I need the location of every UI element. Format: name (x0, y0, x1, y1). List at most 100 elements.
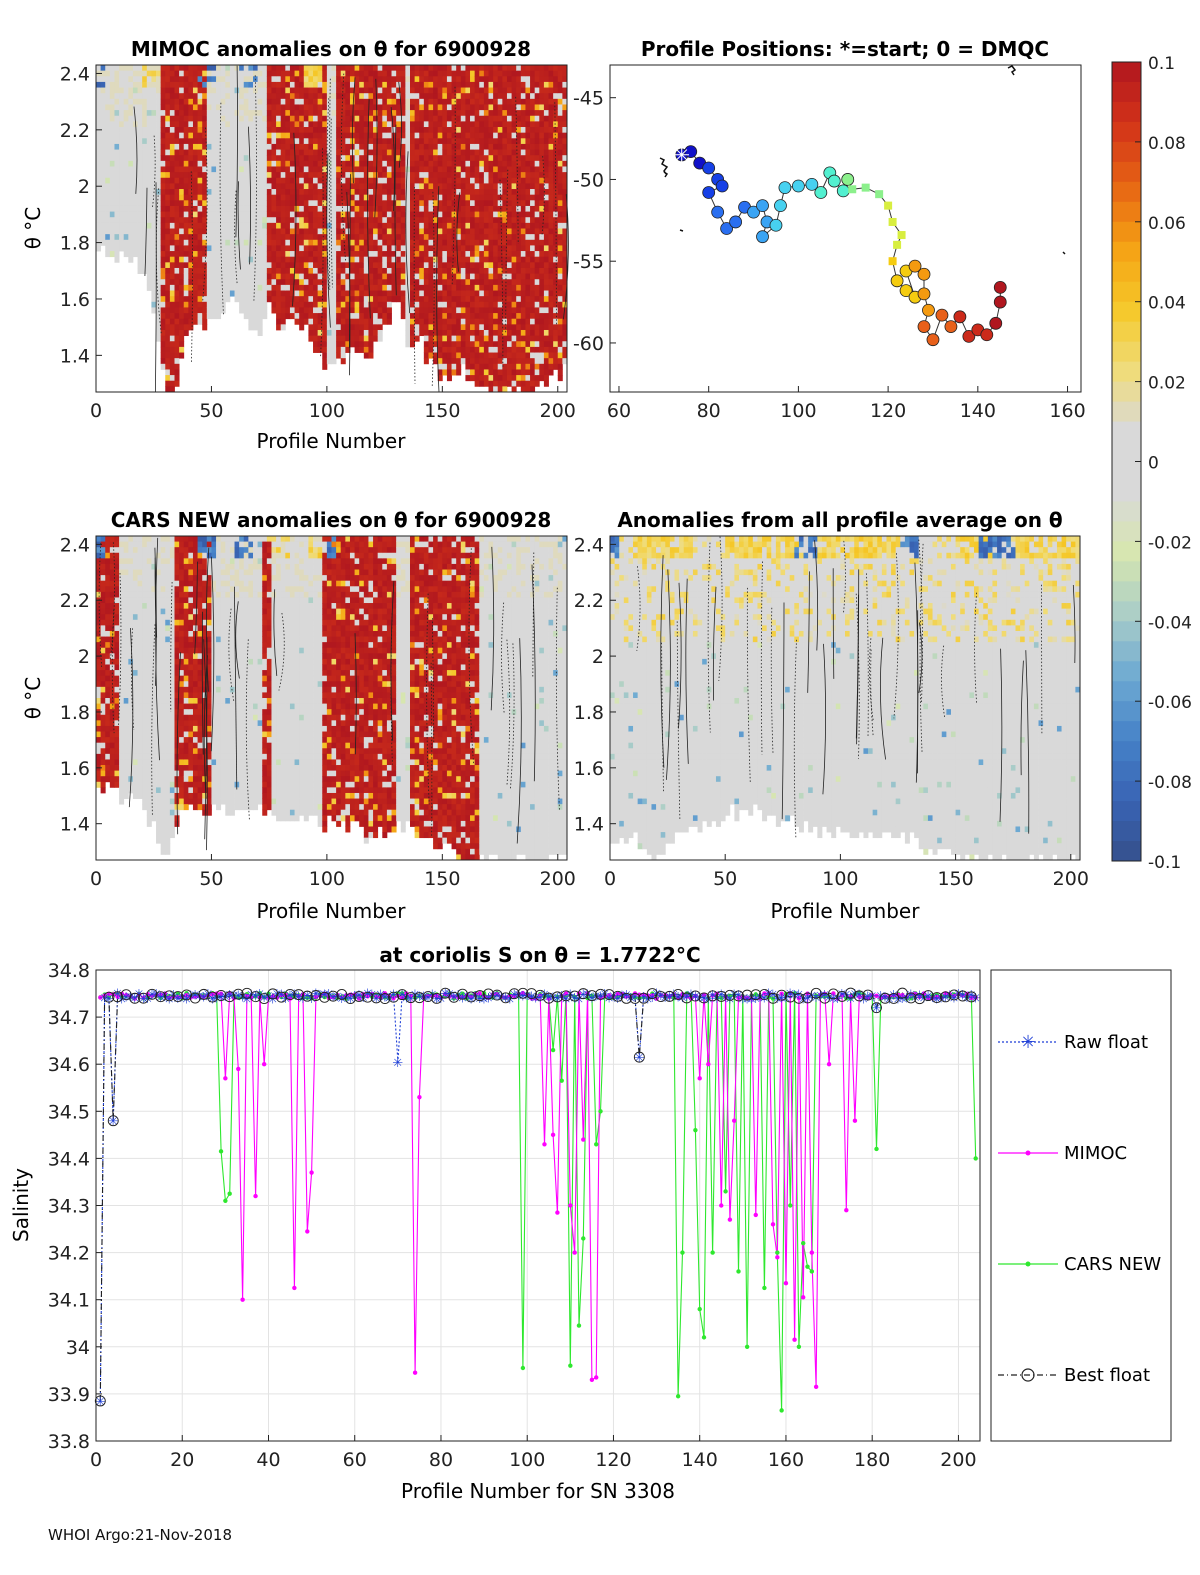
heatmap-cell (100, 234, 106, 241)
heatmap-cell (493, 301, 499, 308)
heatmap-cell (169, 329, 175, 337)
heatmap-cell (336, 143, 342, 150)
heatmap-cell (539, 222, 545, 229)
heatmap-cell (169, 143, 175, 150)
heatmap-cell (326, 155, 332, 162)
heatmap-cell (479, 87, 485, 94)
heatmap-cell (386, 251, 392, 258)
heatmap-cell (451, 301, 457, 308)
heatmap-cell (229, 155, 235, 162)
heatmap-cell (313, 324, 319, 331)
heatmap-cell (160, 143, 166, 150)
heatmap-cell (294, 301, 300, 308)
heatmap-cell (96, 217, 102, 224)
heatmap-cell (257, 245, 263, 252)
heatmap-cell (349, 222, 355, 229)
heatmap-cell (206, 76, 212, 83)
heatmap-cell (414, 194, 420, 201)
heatmap-cell (511, 375, 517, 382)
heatmap-cell (216, 251, 222, 258)
heatmap-cell (502, 200, 508, 207)
heatmap-cell (197, 115, 203, 122)
heatmap-cell (530, 127, 536, 134)
heatmap-cell (516, 279, 522, 286)
heatmap-cell (169, 324, 175, 331)
heatmap-cell (317, 200, 323, 207)
heatmap-cell (456, 155, 462, 162)
heatmap-cell (433, 76, 439, 83)
heatmap-cell (179, 279, 185, 286)
heatmap-cell (229, 217, 235, 224)
heatmap-cell (183, 132, 189, 139)
heatmap-cell (428, 127, 434, 134)
heatmap-cell (382, 70, 388, 77)
heatmap-cell (506, 380, 512, 387)
heatmap-cell (488, 98, 494, 105)
heatmap-cell (405, 307, 411, 314)
heatmap-cell (225, 267, 231, 275)
heatmap-cell (313, 329, 319, 337)
heatmap-cell (488, 81, 494, 88)
heatmap-cell (257, 104, 263, 111)
heatmap-cell (174, 76, 180, 83)
heatmap-cell (400, 87, 406, 94)
heatmap-cell (165, 149, 171, 156)
heatmap-cell (229, 200, 235, 207)
heatmap-cell (289, 127, 295, 134)
heatmap-cell (128, 132, 134, 139)
heatmap-cell (483, 183, 489, 190)
heatmap-cell (229, 177, 235, 184)
heatmap-cell (114, 228, 120, 235)
heatmap-cell (405, 121, 411, 128)
heatmap-cell (493, 121, 499, 128)
heatmap-cell (428, 110, 434, 117)
heatmap-cell (322, 245, 328, 252)
heatmap-cell (206, 121, 212, 128)
heatmap-cell (197, 65, 203, 72)
heatmap-cell (359, 155, 365, 162)
heatmap-cell (386, 110, 392, 117)
heatmap-cell (169, 115, 175, 122)
heatmap-cell (271, 301, 277, 308)
heatmap-cell (502, 127, 508, 134)
heatmap-cell (539, 251, 545, 258)
heatmap-cell (373, 234, 379, 241)
heatmap-cell (460, 307, 466, 314)
heatmap-cell (410, 155, 416, 162)
heatmap-cell (479, 341, 485, 348)
heatmap-cell (506, 262, 512, 269)
heatmap-cell (169, 318, 175, 325)
heatmap-cell (502, 166, 508, 173)
heatmap-cell (451, 70, 457, 77)
heatmap-cell (488, 166, 494, 173)
heatmap-cell (456, 279, 462, 286)
heatmap-cell (386, 160, 392, 167)
heatmap-cell (493, 346, 499, 353)
heatmap-cell (331, 172, 337, 179)
heatmap-cell (377, 234, 383, 241)
heatmap-cell (474, 352, 480, 359)
heatmap-cell (340, 183, 346, 190)
heatmap-cell (400, 143, 406, 150)
heatmap-cell (119, 115, 125, 122)
heatmap-cell (470, 166, 476, 173)
heatmap-cell (239, 189, 245, 196)
heatmap-cell (423, 256, 429, 263)
heatmap-cell (511, 228, 517, 235)
heatmap-cell (271, 205, 277, 212)
heatmap-cell (303, 166, 309, 173)
heatmap-cell (303, 81, 309, 88)
heatmap-cell (313, 87, 319, 94)
heatmap-cell (280, 183, 286, 190)
heatmap-cell (534, 76, 540, 83)
heatmap-cell (156, 205, 162, 212)
heatmap-cell (313, 81, 319, 88)
heatmap-cell (423, 166, 429, 173)
heatmap-cell (317, 301, 323, 308)
heatmap-cell (442, 228, 448, 235)
heatmap-cell (419, 143, 425, 150)
heatmap-cell (280, 234, 286, 241)
heatmap-cell (225, 234, 231, 241)
heatmap-cell (303, 234, 309, 241)
heatmap-cell (400, 211, 406, 218)
